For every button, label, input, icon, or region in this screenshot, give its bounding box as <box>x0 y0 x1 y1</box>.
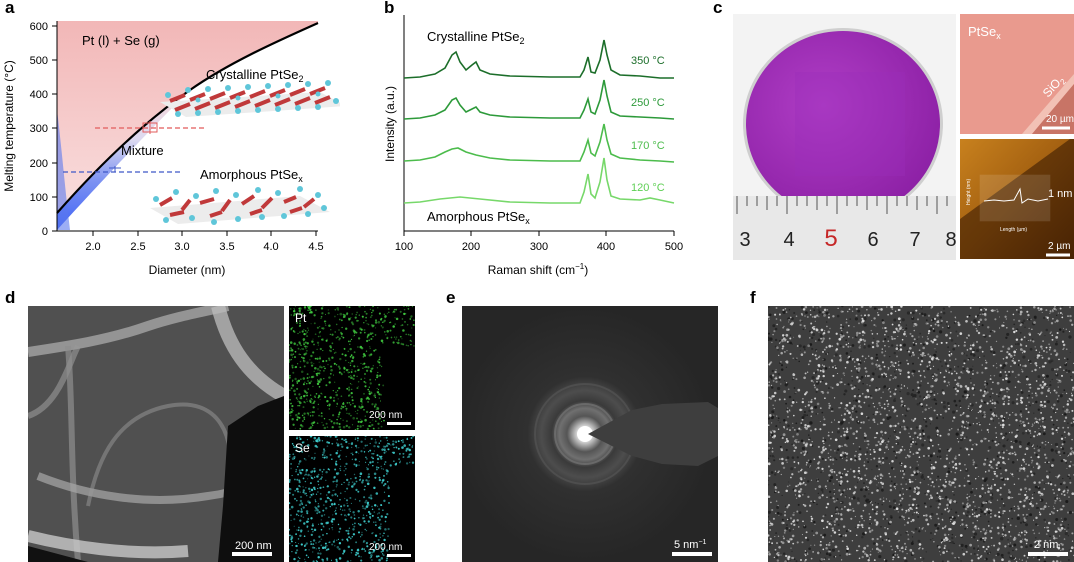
ytick-500: 500 <box>30 55 48 67</box>
ruler-numbers: 3 4 5 6 7 8 <box>739 225 956 252</box>
panel-label-e: e <box>446 288 456 307</box>
scale-d-main: 200 nm <box>235 540 272 552</box>
xtick-2.0: 2.0 <box>85 241 100 253</box>
ruler <box>733 196 956 260</box>
beam-stop <box>588 402 718 466</box>
scale-bar-e <box>672 552 712 556</box>
label-b-amorphous: Amorphous PtSex <box>427 209 530 226</box>
afm-ylabel: Height (nm) <box>966 179 972 205</box>
xtick-4.5: 4.5 <box>308 241 323 253</box>
svg-text:100: 100 <box>395 241 413 253</box>
panel-b-chart: 100 200 300 400 500 Raman shift (cm−1) I… <box>383 15 683 277</box>
label-pt-se-gas: Pt (l) + Se (g) <box>82 33 160 48</box>
curve-label-250: 250 °C <box>631 97 665 109</box>
label-crystalline: Crystalline PtSe2 <box>206 67 304 84</box>
spectrum-170 <box>403 123 675 163</box>
wafer-svg: 3 4 5 6 7 8 <box>733 14 957 260</box>
spectrum-120 <box>403 157 675 204</box>
ytick-100: 100 <box>30 192 48 204</box>
panel-a-ylabel: Melting temperature (°C) <box>2 60 16 192</box>
scale-se: 200 nm <box>369 542 402 553</box>
svg-text:6: 6 <box>867 229 878 251</box>
scale-afm: 2 µm <box>1048 241 1070 252</box>
label-b-crystalline: Crystalline PtSe2 <box>427 29 525 46</box>
crystalline-structure-illustration <box>160 80 340 117</box>
panel-label-c: c <box>713 0 723 17</box>
scale-optical: 20 µm <box>1046 114 1074 125</box>
wafer-photo: 3 4 5 6 7 8 <box>733 14 957 260</box>
hrtem-image: 2 nm <box>768 306 1074 562</box>
scale-f: 2 nm <box>1034 539 1058 551</box>
label-mixture: Mixture <box>121 143 164 158</box>
xtick-2.5: 2.5 <box>130 241 145 253</box>
texture-dots <box>289 306 415 430</box>
texture-dots <box>289 436 415 562</box>
optical-title: PtSex <box>968 24 1001 41</box>
scale-pt: 200 nm <box>369 410 402 421</box>
svg-text:4: 4 <box>783 229 794 251</box>
spectrum-250 <box>403 79 675 120</box>
panel-b-xlabel: Raman shift (cm−1) <box>488 262 588 277</box>
label-amorphous: Amorphous PtSex <box>200 167 303 184</box>
scale-bar-f <box>1028 552 1068 556</box>
panel-b-ylabel: Intensity (a.u.) <box>383 86 397 162</box>
region-liquid <box>57 21 318 213</box>
eds-map-pt: Pt 200 nm <box>289 306 415 430</box>
svg-text:400: 400 <box>597 241 615 253</box>
panel-label-a: a <box>5 0 15 17</box>
eds-se-label: Se <box>295 441 310 455</box>
svg-text:8: 8 <box>945 229 956 251</box>
curve-label-170: 170 °C <box>631 140 665 152</box>
xtick-3.5: 3.5 <box>219 241 234 253</box>
scale-e: 5 nm−1 <box>674 539 707 551</box>
xtick-4.0: 4.0 <box>263 241 278 253</box>
svg-text:300: 300 <box>530 241 548 253</box>
svg-text:5: 5 <box>824 225 837 252</box>
svg-text:200: 200 <box>462 241 480 253</box>
scale-bar-pt <box>387 422 411 425</box>
panel-label-f: f <box>750 288 756 307</box>
scale-bar-d-main <box>232 552 272 556</box>
svg-text:500: 500 <box>665 241 683 253</box>
ytick-300: 300 <box>30 123 48 135</box>
ytick-400: 400 <box>30 89 48 101</box>
panel-label-d: d <box>5 288 16 307</box>
xtick-3.0: 3.0 <box>174 241 189 253</box>
curve-label-120: 120 °C <box>631 182 665 194</box>
ytick-0: 0 <box>42 226 48 238</box>
tem-main-image: 200 nm <box>28 306 284 562</box>
afm-xlabel: Length (µm) <box>1000 227 1027 233</box>
diffraction-pattern: 5 nm−1 <box>462 306 718 562</box>
afm-image: Height (nm) Length (µm) 1 nm 2 µm <box>960 139 1074 259</box>
svg-text:7: 7 <box>909 229 920 251</box>
scale-bar-se <box>387 554 411 557</box>
ytick-600: 600 <box>30 21 48 33</box>
afm-height-label: 1 nm <box>1048 188 1072 200</box>
eds-map-se: Se 200 nm <box>289 436 415 562</box>
svg-text:3: 3 <box>739 229 750 251</box>
ytick-200: 200 <box>30 158 48 170</box>
amorphous-structure-illustration <box>150 186 330 225</box>
panel-a-chart: 0 100 200 300 400 500 600 2.0 2.5 3.0 3.… <box>2 21 340 277</box>
curve-label-350: 350 °C <box>631 55 665 67</box>
spectrum-350 <box>403 39 674 79</box>
optical-image: PtSex SiO2 20 µm <box>960 14 1074 134</box>
panel-a-yticks: 0 100 200 300 400 500 600 <box>30 21 57 238</box>
panel-a-xticks: 2.0 2.5 3.0 3.5 4.0 4.5 <box>85 231 324 253</box>
panel-b-xticks: 100 200 300 400 500 <box>395 231 683 253</box>
texture-dots <box>768 306 1074 562</box>
eds-pt-label: Pt <box>295 311 307 325</box>
panel-a-xlabel: Diameter (nm) <box>149 263 226 277</box>
panel-label-b: b <box>384 0 395 17</box>
